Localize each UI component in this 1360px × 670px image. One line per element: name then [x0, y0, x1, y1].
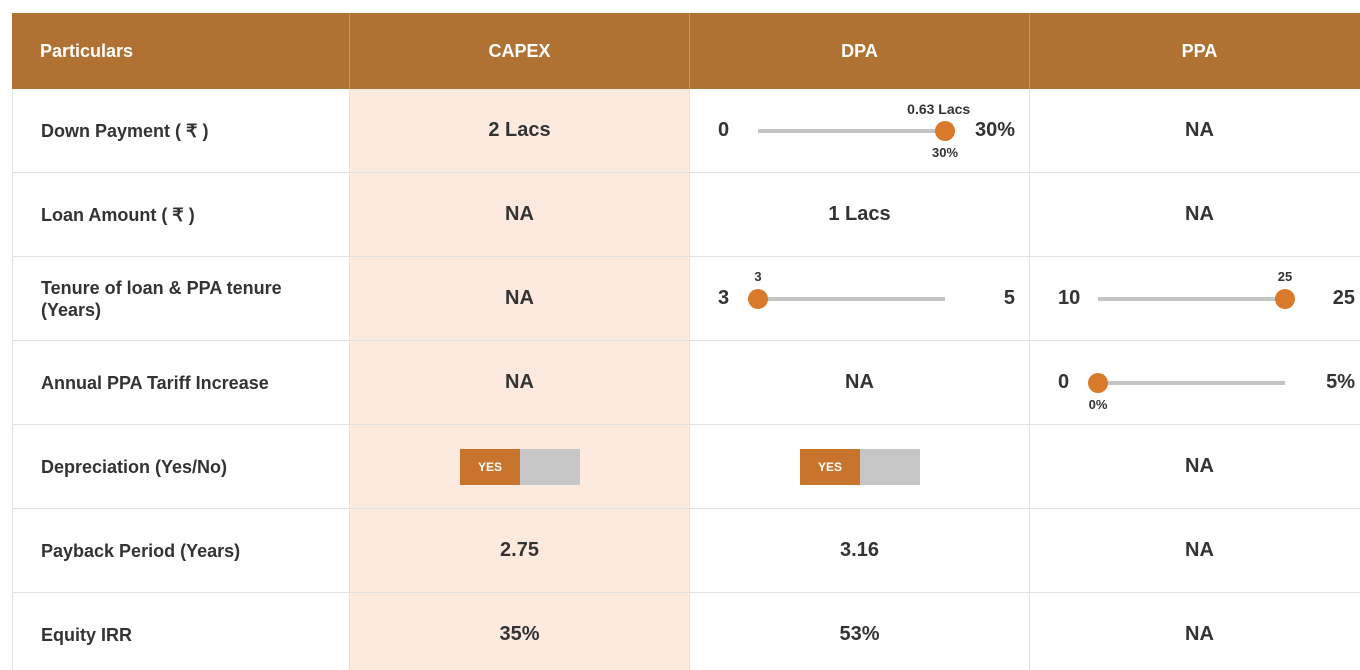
- cell-value: NA: [505, 287, 534, 309]
- table-cell: 2.75: [350, 509, 690, 593]
- header-text: PPA: [1181, 40, 1218, 61]
- table-cell: 0 5% 0%: [1030, 341, 1360, 425]
- slider-thumb[interactable]: [748, 289, 768, 309]
- slider-max: 5: [1003, 287, 1015, 309]
- row-label-cell: Equity IRR: [12, 593, 350, 670]
- cell-value: 53%: [839, 623, 880, 645]
- slider-caption: 0.63 Lacs: [907, 101, 971, 117]
- header-text: CAPEX: [488, 40, 551, 61]
- table-cell: NA: [690, 341, 1030, 425]
- toggle-switch[interactable]: YES: [800, 449, 920, 485]
- slider-value: 0%: [1088, 397, 1108, 412]
- cell-value: NA: [1185, 539, 1214, 561]
- table-cell: 0 30% 30% 0.63 Lacs: [690, 89, 1030, 173]
- cell-value: 1 Lacs: [828, 203, 891, 225]
- toggle-on: YES: [800, 449, 860, 485]
- cell-value: 35%: [499, 623, 540, 645]
- table-cell: NA: [1030, 89, 1360, 173]
- row-label: Loan Amount ( ₹ ): [41, 204, 195, 225]
- slider-value: 30%: [931, 145, 959, 160]
- row-label: Payback Period (Years): [41, 540, 241, 561]
- row-label: Annual PPA Tariff Increase: [41, 372, 269, 393]
- table-cell: 10 25 25: [1030, 257, 1360, 341]
- row-label-cell: Loan Amount ( ₹ ): [12, 173, 350, 257]
- row-label: Depreciation (Yes/No): [41, 456, 228, 477]
- table-cell: NA: [1030, 593, 1360, 670]
- slider-track: [1098, 297, 1285, 301]
- header-text: Particulars: [40, 40, 134, 61]
- table-cell: 1 Lacs: [690, 173, 1030, 257]
- table-cell: NA: [350, 341, 690, 425]
- row-label-cell: Tenure of loan & PPA tenure (Years): [12, 257, 350, 341]
- toggle-off: [520, 449, 580, 485]
- toggle-switch[interactable]: YES: [460, 449, 580, 485]
- header-cell: DPA: [690, 13, 1030, 89]
- slider-thumb[interactable]: [935, 121, 955, 141]
- table-cell: NA: [350, 257, 690, 341]
- table-cell: NA: [350, 173, 690, 257]
- cell-value: 2 Lacs: [488, 119, 551, 141]
- cell-value: NA: [845, 371, 874, 393]
- slider-thumb[interactable]: [1275, 289, 1295, 309]
- row-label: Tenure of loan & PPA tenure (Years): [41, 277, 282, 320]
- slider-track: [758, 297, 945, 301]
- toggle-on: YES: [460, 449, 520, 485]
- slider-max: 30%: [974, 119, 1015, 141]
- table-cell: 35%: [350, 593, 690, 670]
- row-label-cell: Depreciation (Yes/No): [12, 425, 350, 509]
- table-cell: 53%: [690, 593, 1030, 670]
- table-cell: YES: [690, 425, 1030, 509]
- cell-value: NA: [1185, 455, 1214, 477]
- cell-value: NA: [505, 371, 534, 393]
- table-cell: NA: [1030, 425, 1360, 509]
- slider-min: 0: [718, 119, 730, 141]
- slider-value: 25: [1277, 269, 1293, 284]
- table-cell: 3 5 3: [690, 257, 1030, 341]
- header-text: DPA: [841, 40, 878, 61]
- header-cell: Particulars: [12, 13, 350, 89]
- row-label-cell: Annual PPA Tariff Increase: [12, 341, 350, 425]
- row-label: Equity IRR: [41, 624, 133, 645]
- slider-max: 25: [1332, 287, 1355, 309]
- cell-value: NA: [1185, 623, 1214, 645]
- header-cell: CAPEX: [350, 13, 690, 89]
- row-label-cell: Payback Period (Years): [12, 509, 350, 593]
- slider-value: 3: [754, 269, 762, 284]
- table-cell: NA: [1030, 173, 1360, 257]
- row-label-cell: Down Payment ( ₹ ): [12, 89, 350, 173]
- table-cell: 3.16: [690, 509, 1030, 593]
- slider-track: [1098, 381, 1285, 385]
- header-cell: PPA: [1030, 13, 1360, 89]
- slider-min: 3: [718, 287, 730, 309]
- cell-value: 2.75: [500, 539, 539, 561]
- cell-value: NA: [1185, 119, 1214, 141]
- cell-value: 3.16: [840, 539, 879, 561]
- row-label: Down Payment ( ₹ ): [41, 120, 209, 141]
- table-cell: YES: [350, 425, 690, 509]
- table-cell: 2 Lacs: [350, 89, 690, 173]
- slider-max: 5%: [1326, 371, 1355, 393]
- slider-min: 10: [1058, 287, 1081, 309]
- toggle-off: [860, 449, 920, 485]
- cell-value: NA: [505, 203, 534, 225]
- table-cell: NA: [1030, 509, 1360, 593]
- slider-thumb[interactable]: [1088, 373, 1108, 393]
- cell-value: NA: [1185, 203, 1214, 225]
- slider-track: [758, 129, 945, 133]
- slider-min: 0: [1058, 371, 1070, 393]
